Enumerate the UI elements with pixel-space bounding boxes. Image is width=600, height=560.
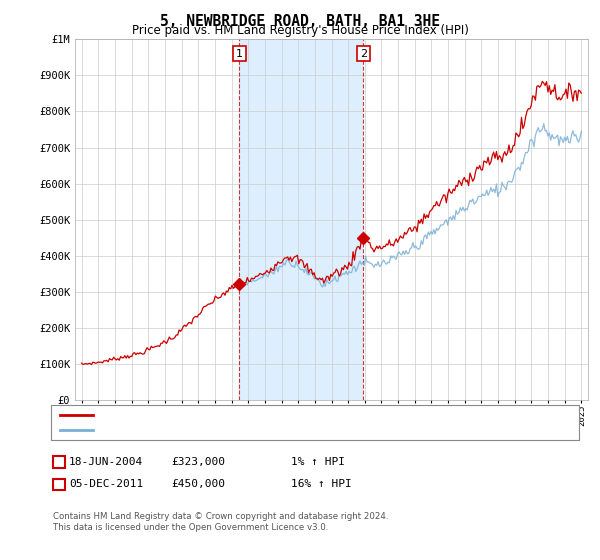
Text: 05-DEC-2011: 05-DEC-2011 [69,479,143,489]
Text: 2: 2 [55,479,62,489]
Text: 1% ↑ HPI: 1% ↑ HPI [291,457,345,467]
Text: 18-JUN-2004: 18-JUN-2004 [69,457,143,467]
Text: 1: 1 [236,49,243,59]
Text: 5, NEWBRIDGE ROAD, BATH, BA1 3HE (detached house): 5, NEWBRIDGE ROAD, BATH, BA1 3HE (detach… [97,409,389,419]
Text: 5, NEWBRIDGE ROAD, BATH, BA1 3HE: 5, NEWBRIDGE ROAD, BATH, BA1 3HE [160,14,440,29]
Text: 1: 1 [55,457,62,467]
Text: £450,000: £450,000 [171,479,225,489]
Text: Contains HM Land Registry data © Crown copyright and database right 2024.
This d: Contains HM Land Registry data © Crown c… [53,512,388,532]
Text: £323,000: £323,000 [171,457,225,467]
Bar [239,39,364,400]
Text: 16% ↑ HPI: 16% ↑ HPI [291,479,352,489]
Text: Price paid vs. HM Land Registry's House Price Index (HPI): Price paid vs. HM Land Registry's House … [131,24,469,37]
Text: HPI: Average price, detached house, Bath and North East Somerset: HPI: Average price, detached house, Bath… [97,425,449,435]
Text: 2: 2 [360,49,367,59]
